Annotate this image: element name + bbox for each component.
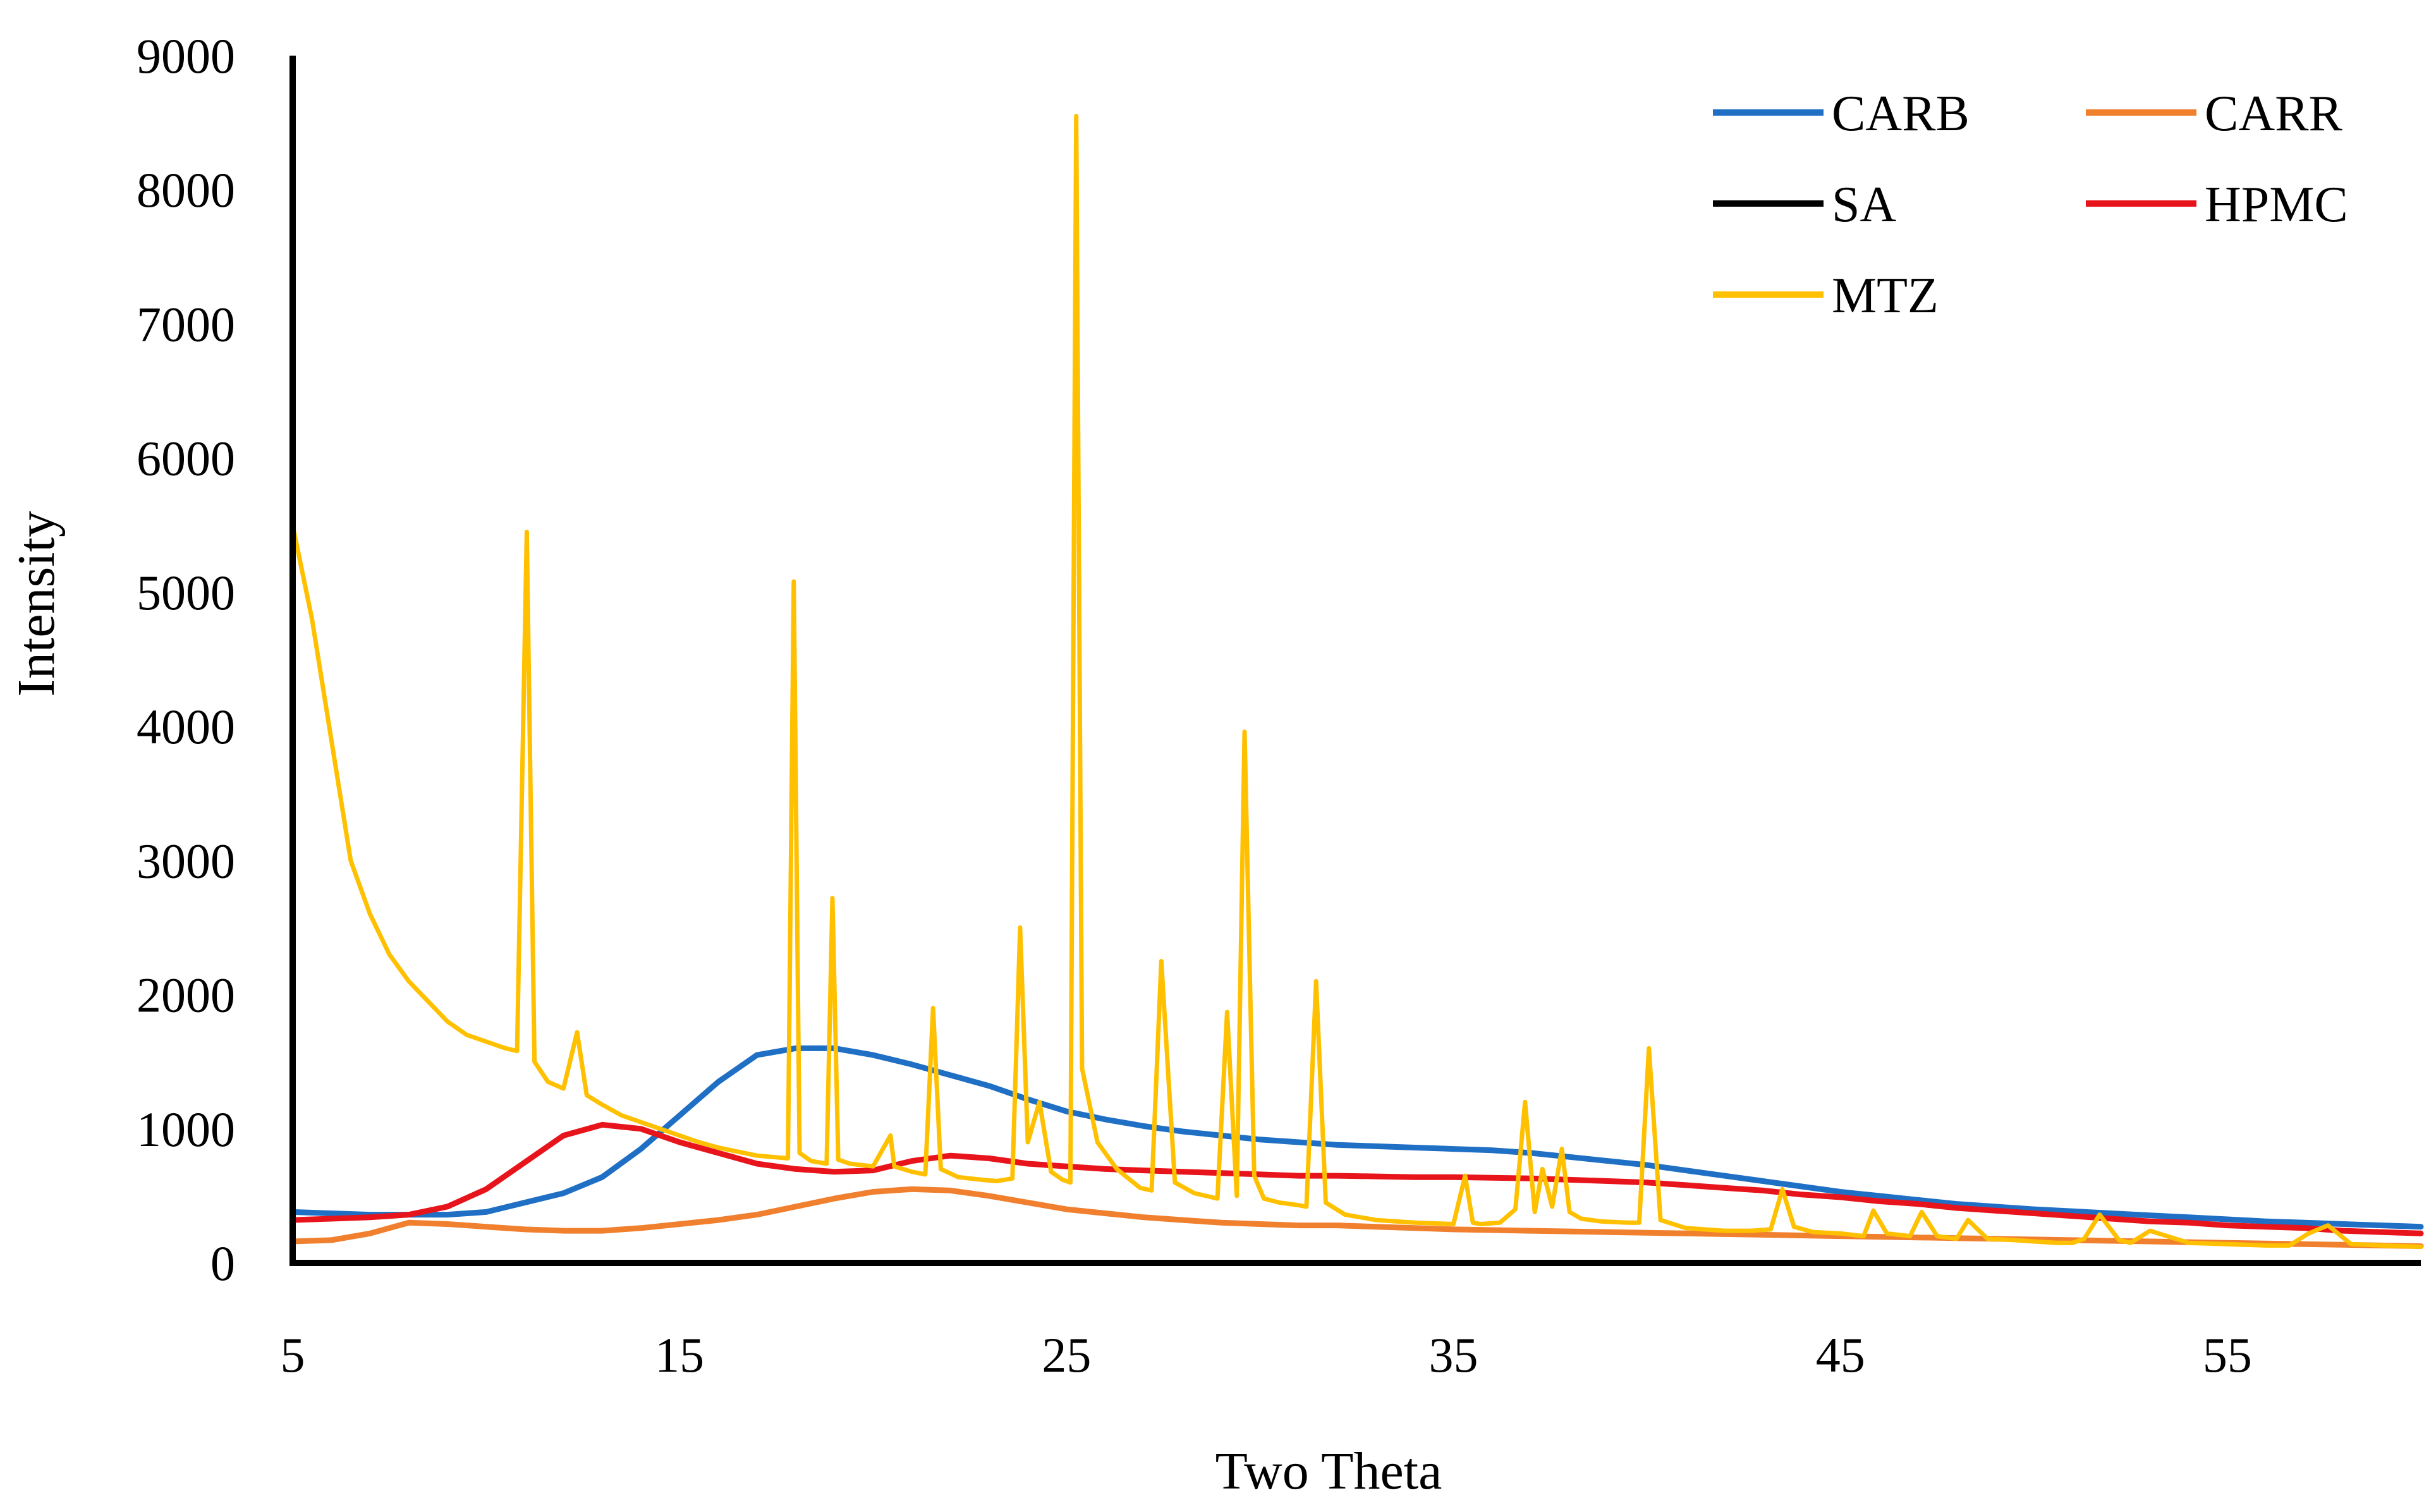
x-tick-label: 35 <box>1429 1327 1478 1382</box>
legend-label-mtz: MTZ <box>1832 268 1939 324</box>
y-tick-label: 8000 <box>137 162 235 217</box>
legend: CARB CARR SA HPMC MTZ <box>1713 86 2348 324</box>
y-tick-label: 2000 <box>137 968 235 1023</box>
y-tick-label: 1000 <box>137 1102 235 1157</box>
legend-label-hpmc: HPMC <box>2205 177 2348 233</box>
y-tick-label: 4000 <box>137 699 235 754</box>
x-tick-label: 25 <box>1042 1327 1091 1382</box>
y-tick-label: 9000 <box>137 28 235 83</box>
series-line-carr <box>289 1186 2424 1249</box>
x-tick-label: 45 <box>1816 1327 1865 1382</box>
y-tick-label: 0 <box>210 1236 235 1291</box>
series-line-mtz <box>290 114 2423 1249</box>
y-tick-label: 5000 <box>137 565 235 620</box>
y-tick-label: 3000 <box>137 833 235 888</box>
series-line-carb <box>289 1045 2424 1230</box>
y-axis-title: Intensity <box>7 511 66 697</box>
legend-label-carr: CARR <box>2205 86 2342 142</box>
series-line-hpmc <box>289 1121 2424 1236</box>
plot-series <box>289 114 2424 1249</box>
legend-item-mtz: MTZ <box>1713 268 1939 324</box>
legend-item-carr: CARR <box>2086 86 2342 142</box>
x-tick-labels: 5 15 25 35 45 55 <box>281 1327 2252 1382</box>
x-tick-label: 5 <box>281 1327 305 1382</box>
legend-label-carb: CARB <box>1832 86 1970 142</box>
legend-item-hpmc: HPMC <box>2086 177 2348 233</box>
axes <box>289 56 2421 1266</box>
legend-item-carb: CARB <box>1713 86 1970 142</box>
y-tick-label: 7000 <box>137 296 235 351</box>
x-tick-label: 15 <box>655 1327 704 1382</box>
x-tick-label: 55 <box>2203 1327 2252 1382</box>
y-tick-labels: 0 1000 2000 3000 4000 5000 6000 7000 8000 9000 <box>137 28 235 1291</box>
x-axis-title: Two Theta <box>1215 1442 1442 1501</box>
y-tick-label: 6000 <box>137 431 235 486</box>
legend-label-sa: SA <box>1832 177 1896 233</box>
legend-item-sa: SA <box>1713 177 1896 233</box>
